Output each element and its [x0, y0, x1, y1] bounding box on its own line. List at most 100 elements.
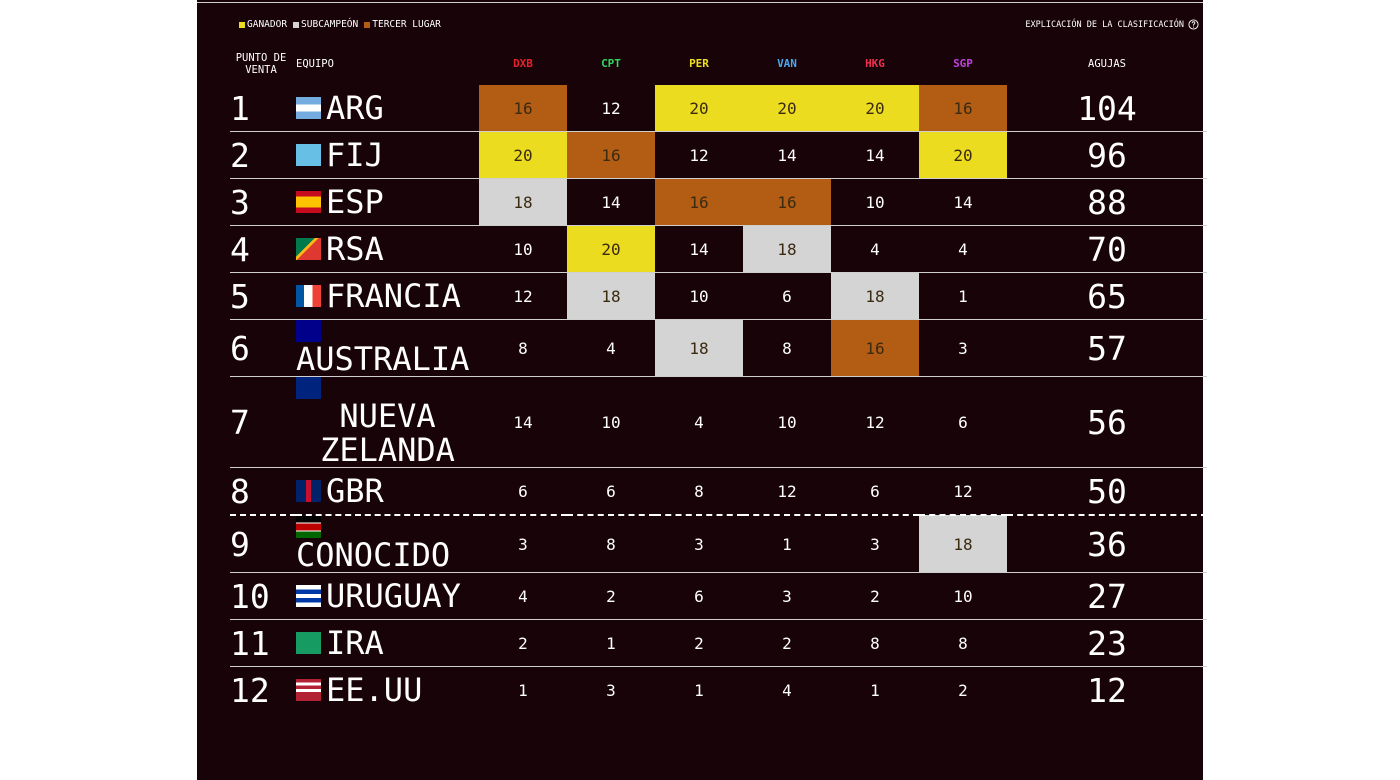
event-header: DXB [513, 57, 533, 70]
team-cell: EE.UU [296, 666, 479, 713]
score: 6 [831, 467, 919, 516]
event-header: CPT [601, 57, 621, 70]
legend: GANADOR SUBCAMPEÓN TERCER LUGAR [239, 19, 441, 30]
legend-label: TERCER LUGAR [372, 19, 441, 30]
team-cell: FIJ [296, 131, 479, 179]
score: 1 [919, 272, 1007, 320]
team-row: 9 CONOCIDO 3 8 3 1 3 18 36 [230, 514, 1207, 574]
team-wrap: FRANCIA [296, 279, 479, 313]
standings-table: PUNTO DE VENTA EQUIPO DXB CPT PER VAN HKG SGP… [230, 42, 1207, 713]
team-wrap: NUEVA ZELANDA [296, 377, 479, 467]
explanation-link[interactable]: EXPLICACIÓN DE LA CLASIFICACIÓN [1025, 19, 1199, 30]
team-cell: ESP [296, 178, 479, 226]
score: 1 [567, 619, 655, 667]
table-body: 1 ARG 16 12 20 20 20 16 104 2 FIJ 20 16 12 14 14 20 96 3 ES… [230, 85, 1207, 713]
rank: 5 [230, 272, 296, 320]
score: 10 [655, 272, 743, 320]
score: 4 [567, 319, 655, 377]
score: 1 [743, 514, 831, 573]
score: 2 [655, 619, 743, 667]
score: 10 [479, 225, 567, 273]
legend-swatch [239, 21, 245, 28]
score: 14 [919, 178, 1007, 226]
explanation-text[interactable]: EXPLICACIÓN DE LA CLASIFICACIÓN [1025, 19, 1184, 30]
score: 6 [743, 272, 831, 320]
legend-item: TERCER LUGAR [364, 19, 441, 30]
score: 10 [743, 376, 831, 468]
team-wrap: GBR [296, 474, 479, 508]
score: 20 [743, 85, 831, 132]
score: 20 [655, 85, 743, 132]
total: 96 [1007, 131, 1207, 179]
rank: 9 [230, 514, 296, 573]
flag [296, 480, 321, 502]
flag [296, 191, 321, 213]
score: 3 [655, 514, 743, 573]
team-row: 12 EE.UU 1 3 1 4 1 2 12 [230, 666, 1207, 713]
help-icon[interactable] [1188, 19, 1199, 30]
team-row: 7 NUEVA ZELANDA 14 10 4 10 12 6 56 [230, 376, 1207, 468]
score: 2 [567, 572, 655, 620]
score: 4 [479, 572, 567, 620]
event-header: VAN [777, 57, 797, 70]
score: 4 [743, 666, 831, 713]
team-row: 3 ESP 18 14 16 16 10 14 88 [230, 178, 1207, 226]
team-row: 6 AUSTRALIA 8 4 18 8 16 3 57 [230, 319, 1207, 378]
legend-item: GANADOR [239, 19, 287, 30]
score: 10 [567, 376, 655, 468]
team-row: 1 ARG 16 12 20 20 20 16 104 [230, 85, 1207, 132]
score: 20 [831, 85, 919, 132]
rank: 10 [230, 572, 296, 620]
score: 8 [831, 619, 919, 667]
flag [296, 585, 321, 607]
score: 16 [479, 85, 567, 132]
team-wrap: ARG [296, 91, 479, 125]
score: 4 [919, 225, 1007, 273]
team-name: URUGUAY [326, 577, 461, 615]
team-wrap: IRA [296, 626, 479, 660]
flag [296, 320, 321, 342]
team-name: RSA [326, 230, 384, 268]
score: 8 [919, 619, 1007, 667]
team-row: 10 URUGUAY 4 2 6 3 2 10 27 [230, 572, 1207, 620]
total: 70 [1007, 225, 1207, 273]
score: 6 [567, 467, 655, 516]
score: 16 [567, 131, 655, 179]
team-cell: NUEVA ZELANDA [296, 376, 479, 468]
total: 65 [1007, 272, 1207, 320]
team-name: IRA [326, 624, 384, 662]
score: 12 [831, 376, 919, 468]
flag [296, 285, 321, 307]
score: 18 [919, 514, 1007, 573]
standings-panel: GANADOR SUBCAMPEÓN TERCER LUGAR EXPLICACIÓ… [197, 0, 1207, 780]
total: 56 [1007, 376, 1207, 468]
rank: 8 [230, 467, 296, 516]
score: 14 [655, 225, 743, 273]
flag [296, 97, 321, 119]
total: 88 [1007, 178, 1207, 226]
rank: 11 [230, 619, 296, 667]
total: 27 [1007, 572, 1207, 620]
team-row: 5 FRANCIA 12 18 10 6 18 1 65 [230, 272, 1207, 320]
score: 16 [831, 319, 919, 377]
score: 20 [479, 131, 567, 179]
rank: 3 [230, 178, 296, 226]
score: 14 [831, 131, 919, 179]
score: 12 [743, 467, 831, 516]
team-header: EQUIPO [296, 57, 334, 70]
team-name: CONOCIDO [296, 536, 451, 574]
team-cell: AUSTRALIA [296, 319, 479, 378]
team-name: EE.UU [326, 671, 423, 709]
legend-swatch [364, 21, 371, 28]
score: 2 [831, 572, 919, 620]
legend-swatch [293, 21, 300, 28]
team-row: 2 FIJ 20 16 12 14 14 20 96 [230, 131, 1207, 179]
flag [296, 679, 321, 701]
score: 14 [567, 178, 655, 226]
team-wrap: URUGUAY [296, 579, 479, 613]
score: 6 [655, 572, 743, 620]
team-name: AUSTRALIA [296, 340, 470, 378]
score: 3 [567, 666, 655, 713]
rank: 7 [230, 376, 296, 468]
